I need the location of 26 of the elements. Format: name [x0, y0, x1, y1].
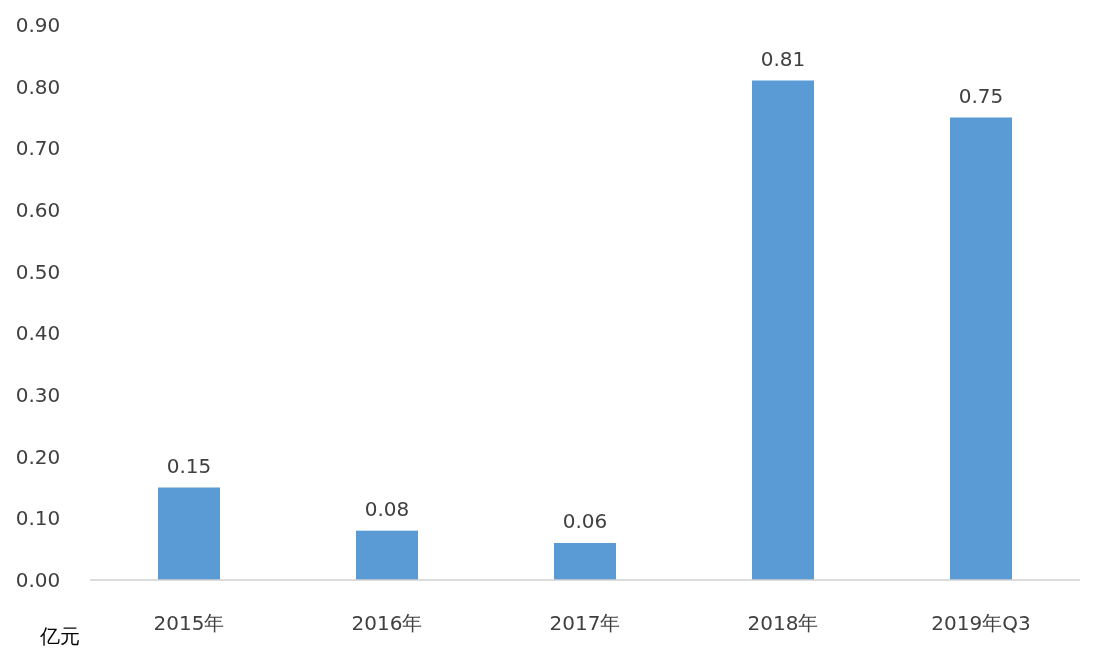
bar [950, 117, 1012, 580]
y-tick-label: 0.70 [15, 136, 61, 161]
y-tick-label: 0.30 [15, 383, 61, 407]
data-label: 0.81 [760, 46, 806, 71]
data-label: 0.06 [562, 509, 608, 533]
bar [554, 543, 616, 580]
data-label: 0.15 [166, 453, 212, 478]
x-tick-label: 2015年 [153, 611, 225, 635]
bar [752, 80, 814, 580]
y-tick-label: 0.50 [15, 259, 61, 284]
y-tick-label: 0.40 [15, 321, 61, 346]
y-tick-label: 0.20 [15, 444, 61, 469]
bar [356, 530, 418, 580]
data-label: 0.08 [364, 496, 410, 521]
x-tick-label: 2016年 [351, 611, 423, 635]
y-tick-label: 0.80 [15, 74, 61, 99]
y-tick-label: 0.60 [15, 198, 61, 222]
x-tick-label: 2017年 [549, 611, 621, 635]
x-tick-label: 2019年Q3 [931, 611, 1031, 635]
data-label: 0.75 [958, 83, 1004, 108]
y-axis-title: 亿元 [39, 624, 80, 648]
y-tick-label: 0.00 [15, 568, 61, 592]
bar [158, 487, 220, 580]
x-tick-label: 2018年 [747, 611, 819, 635]
y-tick-label: 0.10 [15, 506, 61, 531]
y-tick-label: 0.90 [15, 13, 61, 37]
